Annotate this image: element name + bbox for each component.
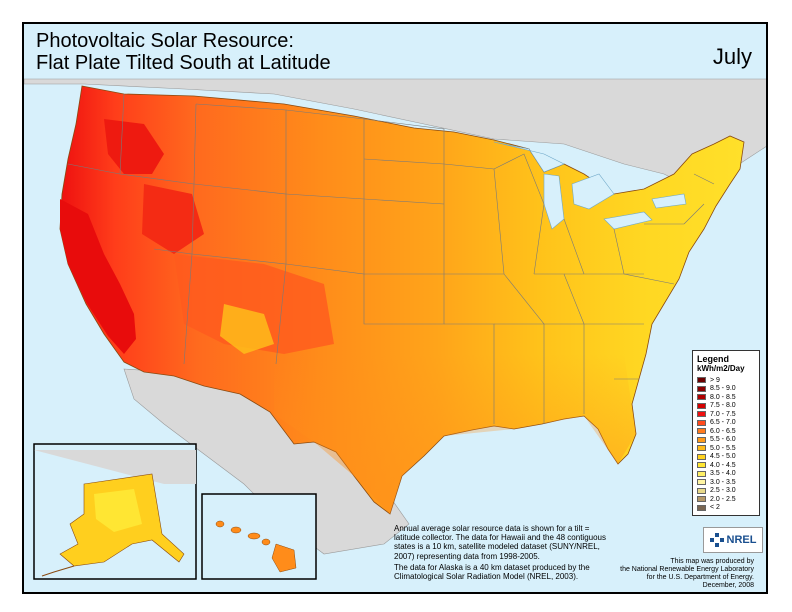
nevada-red-area <box>142 184 204 254</box>
legend-swatch <box>697 479 706 486</box>
legend-row: 4.5 - 5.0 <box>697 453 755 462</box>
legend-label: 7.0 - 7.5 <box>710 410 736 418</box>
legend-swatch <box>697 385 706 392</box>
legend-swatch <box>697 462 706 469</box>
legend-unit: kWh/m2/Day <box>697 364 745 373</box>
note-paragraph-1: Annual average solar resource data is sh… <box>394 524 606 561</box>
credit-line-2: the National Renewable Energy Laboratory <box>620 566 754 573</box>
state-borders <box>67 93 715 424</box>
great-lakes <box>493 141 687 230</box>
legend-label: 6.5 - 7.0 <box>710 419 736 427</box>
legend-row: 2.5 - 3.0 <box>697 487 755 496</box>
legend-swatch <box>697 470 706 477</box>
legend-swatch <box>697 453 706 460</box>
credit-line-1: This map was produced by <box>670 558 754 565</box>
legend-row: 7.5 - 8.0 <box>697 402 755 411</box>
southwest-yellow-patch <box>220 304 274 354</box>
legend-label: 3.5 - 4.0 <box>710 470 736 478</box>
legend-swatch <box>697 504 706 511</box>
month-label: July <box>712 44 752 69</box>
legend-swatch <box>697 377 706 384</box>
data-note: Annual average solar resource data is sh… <box>394 524 616 583</box>
legend-label: 3.0 - 3.5 <box>710 478 736 486</box>
legend-row: 8.5 - 9.0 <box>697 385 755 394</box>
legend-label: 8.5 - 9.0 <box>710 385 736 393</box>
legend-label: 2.5 - 3.0 <box>710 487 736 495</box>
legend-row: 6.0 - 6.5 <box>697 427 755 436</box>
legend-row: 4.0 - 4.5 <box>697 461 755 470</box>
note-paragraph-2: The data for Alaska is a 40 km dataset p… <box>394 562 590 582</box>
hawaii-inset <box>201 493 317 580</box>
legend-row: > 9 <box>697 376 755 385</box>
legend-row: 5.5 - 6.0 <box>697 436 755 445</box>
alaska-inset <box>33 443 197 580</box>
map-title: Photovoltaic Solar Resource: Flat Plate … <box>36 30 331 74</box>
legend-label: 4.0 - 4.5 <box>710 461 736 469</box>
legend-label: < 2 <box>710 504 720 512</box>
legend-label: > 9 <box>710 376 720 384</box>
legend-row: 3.5 - 4.0 <box>697 470 755 479</box>
legend-row: 2.0 - 2.5 <box>697 495 755 504</box>
legend-row: 7.0 - 7.5 <box>697 410 755 419</box>
credit-line-4: December, 2008 <box>702 582 754 589</box>
legend-row: 5.0 - 5.5 <box>697 444 755 453</box>
legend-row: 8.0 - 8.5 <box>697 393 755 402</box>
credit-line-3: for the U.S. Department of Energy. <box>646 574 754 581</box>
legend-swatch <box>697 419 706 426</box>
legend-label: 4.5 - 5.0 <box>710 453 736 461</box>
legend-swatch <box>697 394 706 401</box>
legend-row: 6.5 - 7.0 <box>697 419 755 428</box>
legend-row: < 2 <box>697 504 755 513</box>
map-credit: This map was produced by the National Re… <box>604 558 754 590</box>
legend-swatch <box>697 436 706 443</box>
northwest-red-area <box>104 119 164 174</box>
legend-label: 8.0 - 8.5 <box>710 393 736 401</box>
legend: Legend kWh/m2/Day > 9 8.5 - 9.0 8.0 - 8.5 7… <box>692 350 760 516</box>
legend-row: 3.0 - 3.5 <box>697 478 755 487</box>
hawaii-islands <box>215 520 297 573</box>
legend-swatch <box>697 402 706 409</box>
map-frame: Photovoltaic Solar Resource: Flat Plate … <box>22 22 768 594</box>
legend-label: 2.0 - 2.5 <box>710 495 736 503</box>
legend-title: Legend <box>697 354 730 364</box>
canada-land <box>24 78 766 195</box>
solar-resource-map <box>24 78 766 580</box>
legend-rows: > 9 8.5 - 9.0 8.0 - 8.5 7.5 - 8.0 7.0 - 7.5 6… <box>697 376 755 512</box>
legend-swatch <box>697 496 706 503</box>
nrel-logo-icon <box>709 533 724 547</box>
legend-swatch <box>697 411 706 418</box>
legend-swatch <box>697 428 706 435</box>
nrel-logo-text: NREL <box>726 534 757 546</box>
legend-label: 7.5 - 8.0 <box>710 402 736 410</box>
legend-label: 5.5 - 6.0 <box>710 436 736 444</box>
southern-tint <box>274 354 636 514</box>
california-red-area <box>60 199 136 354</box>
legend-swatch <box>697 445 706 452</box>
nrel-logo: NREL <box>703 527 763 553</box>
legend-swatch <box>697 487 706 494</box>
title-line-1: Photovoltaic Solar Resource: <box>36 30 294 52</box>
legend-label: 5.0 - 5.5 <box>710 444 736 452</box>
legend-label: 6.0 - 6.5 <box>710 427 736 435</box>
southwest-orange-area <box>174 254 334 354</box>
title-line-2: Flat Plate Tilted South at Latitude <box>36 52 331 74</box>
